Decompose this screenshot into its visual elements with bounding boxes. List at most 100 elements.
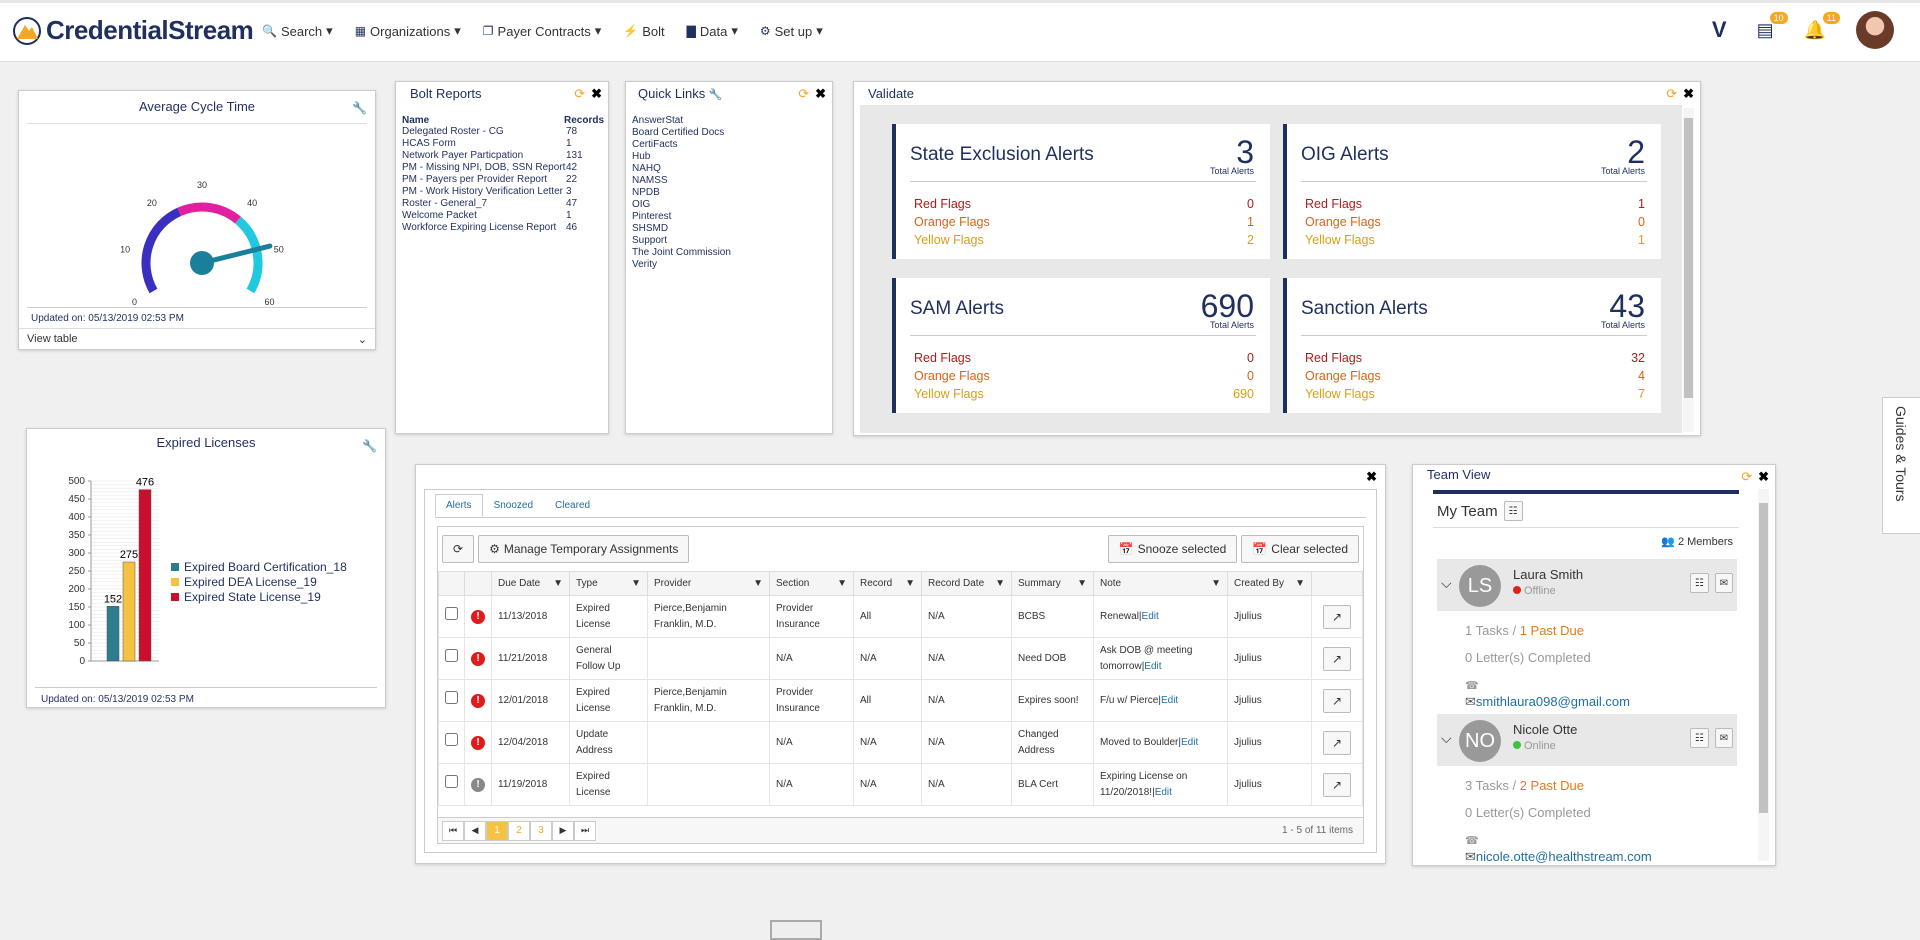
edit-link[interactable]: Edit: [1141, 610, 1159, 622]
hierarchy-button[interactable]: ☷: [1690, 728, 1709, 748]
first-page-icon[interactable]: ⏮: [442, 820, 464, 841]
table-row[interactable]: ! 12/01/2018 Expired License Pierce,Benjami…: [438, 679, 1363, 722]
report-row[interactable]: PM - Missing NPI, DOB, SSN Report 42: [402, 162, 604, 174]
clear-selected-button[interactable]: 📅 Clear selected: [1241, 535, 1359, 563]
filter-icon[interactable]: ▼: [1077, 578, 1087, 589]
nav-item[interactable]: 🔍 Search ▾: [262, 23, 333, 39]
chevron-down-icon[interactable]: ⌵: [1441, 575, 1452, 591]
view-table-select[interactable]: View table ⌄: [19, 328, 375, 350]
scrollbar[interactable]: [1758, 489, 1769, 861]
report-row[interactable]: Delegated Roster - CG 78: [402, 126, 604, 138]
close-icon[interactable]: ✖: [815, 86, 826, 101]
tasks-icon[interactable]: ▤ 10: [1757, 11, 1788, 41]
row-checkbox[interactable]: [445, 649, 458, 662]
quick-link[interactable]: NAHQ: [632, 163, 661, 174]
refresh-icon[interactable]: ⟳: [798, 86, 810, 101]
refresh-button[interactable]: ⟳: [442, 535, 475, 563]
mail-button[interactable]: ✉: [1714, 728, 1733, 748]
legend-label[interactable]: Expired State License_19: [184, 590, 321, 604]
legend-label[interactable]: Expired DEA License_19: [184, 575, 317, 589]
quick-link[interactable]: Verity: [632, 259, 658, 270]
nav-item[interactable]: ❐ Payer Contracts ▾: [483, 23, 602, 39]
tab-alerts[interactable]: Alerts: [435, 494, 483, 517]
edit-link[interactable]: Edit: [1181, 736, 1199, 748]
wrench-icon[interactable]: 🔧: [708, 89, 723, 101]
page-button[interactable]: 3: [530, 820, 552, 841]
close-icon[interactable]: ✖: [1758, 469, 1769, 484]
refresh-icon[interactable]: ⟳: [1741, 469, 1753, 484]
close-icon[interactable]: ✖: [1366, 469, 1377, 484]
tab-snoozed[interactable]: Snoozed: [493, 500, 534, 511]
mail-button[interactable]: ✉: [1714, 573, 1733, 593]
column-header[interactable]: Created By ▼: [1227, 571, 1312, 596]
hierarchy-button[interactable]: ☷: [1690, 573, 1709, 593]
filter-icon[interactable]: ▼: [995, 578, 1005, 589]
alert-card[interactable]: OIG Alerts 2 Total Alerts Red Flags 1 Orange …: [1283, 124, 1661, 259]
tab-cleared[interactable]: Cleared: [555, 500, 591, 511]
open-external-button[interactable]: ↗: [1322, 772, 1352, 797]
quick-link[interactable]: Pinterest: [632, 211, 672, 222]
quick-link[interactable]: NPDB: [632, 187, 660, 198]
row-checkbox[interactable]: [445, 607, 458, 620]
table-row[interactable]: ! 11/19/2018 Expired License N/A N/A N/A BLA C…: [438, 763, 1363, 806]
refresh-icon[interactable]: ⟳: [1666, 86, 1678, 101]
member-email[interactable]: nicole.otte@healthstream.com: [1475, 849, 1652, 864]
open-external-button[interactable]: ↗: [1322, 646, 1352, 671]
v-logo-icon[interactable]: V: [1711, 17, 1727, 42]
bar[interactable]: [122, 561, 136, 662]
close-icon[interactable]: ✖: [591, 86, 602, 101]
manage-assignments-button[interactable]: ⚙ Manage Temporary Assignments: [478, 535, 690, 563]
wrench-icon[interactable]: 🔧: [352, 101, 367, 115]
logo[interactable]: CredentialStream: [12, 15, 254, 46]
filter-icon[interactable]: ▼: [631, 578, 641, 589]
legend-label[interactable]: Expired Board Certification_18: [184, 560, 347, 574]
prev-page-icon[interactable]: ◀: [464, 820, 486, 841]
page-button[interactable]: 1: [486, 820, 508, 841]
quick-link[interactable]: NAMSS: [632, 175, 668, 186]
close-icon[interactable]: ✖: [1683, 86, 1694, 101]
report-row[interactable]: HCAS Form 1: [402, 138, 604, 150]
next-page-icon[interactable]: ▶: [552, 820, 574, 841]
wrench-icon[interactable]: 🔧: [362, 439, 377, 453]
bar[interactable]: [138, 489, 152, 662]
member-header[interactable]: ⌵ NO Nicole Otte Online ☷ ✉: [1437, 714, 1737, 766]
past-due-count[interactable]: 1 Past Due: [1519, 623, 1585, 638]
column-header[interactable]: Record Date ▼: [921, 571, 1012, 596]
edit-link[interactable]: Edit: [1144, 660, 1162, 672]
table-row[interactable]: ! 11/13/2018 Expired License Pierce,Benjami…: [438, 595, 1363, 638]
quick-link[interactable]: SHSMD: [632, 223, 669, 234]
nav-item[interactable]: ▦ Organizations ▾: [355, 23, 461, 39]
report-row[interactable]: Welcome Packet 1: [402, 210, 604, 222]
alert-card[interactable]: SAM Alerts 690 Total Alerts Red Flags 0 Orang…: [892, 278, 1270, 413]
nav-item[interactable]: ⚙ Set up ▾: [760, 23, 823, 39]
last-page-icon[interactable]: ⏭: [574, 820, 596, 841]
report-row[interactable]: Roster - General_7 47: [402, 198, 604, 210]
quick-link[interactable]: The Joint Commission: [632, 247, 731, 258]
member-email[interactable]: smithlaura098@gmail.com: [1475, 694, 1630, 709]
row-checkbox[interactable]: [445, 775, 458, 788]
nav-item[interactable]: ⚡ Bolt: [623, 23, 664, 39]
report-row[interactable]: Network Payer Particpation 131: [402, 150, 604, 162]
row-checkbox[interactable]: [445, 733, 458, 746]
bar[interactable]: [106, 606, 120, 662]
page-button[interactable]: 2: [508, 820, 530, 841]
scrollbar[interactable]: [1683, 108, 1694, 432]
filter-icon[interactable]: ▼: [1211, 578, 1221, 589]
open-external-button[interactable]: ↗: [1322, 604, 1352, 629]
table-row[interactable]: ! 12/04/2018 Update Address N/A N/A N/A Change…: [438, 721, 1363, 764]
open-external-button[interactable]: ↗: [1322, 688, 1352, 713]
edit-link[interactable]: Edit: [1160, 694, 1179, 706]
report-row[interactable]: PM - Payers per Provider Report 22: [402, 174, 604, 186]
filter-icon[interactable]: ▼: [753, 578, 763, 589]
alert-card[interactable]: State Exclusion Alerts 3 Total Alerts Red F…: [892, 124, 1270, 259]
filter-icon[interactable]: ▼: [553, 578, 563, 589]
edit-link[interactable]: Edit: [1154, 786, 1172, 798]
column-header[interactable]: Record ▼: [853, 571, 922, 596]
column-header[interactable]: Provider ▼: [647, 571, 770, 596]
column-header[interactable]: Note ▼: [1093, 571, 1228, 596]
filter-icon[interactable]: ▼: [837, 578, 847, 589]
filter-icon[interactable]: ▼: [1295, 578, 1305, 589]
guides-tours-tab[interactable]: Guides & Tours: [1882, 397, 1920, 534]
report-row[interactable]: PM - Work History Verification Letter 3: [402, 186, 604, 198]
column-header[interactable]: Section ▼: [769, 571, 854, 596]
